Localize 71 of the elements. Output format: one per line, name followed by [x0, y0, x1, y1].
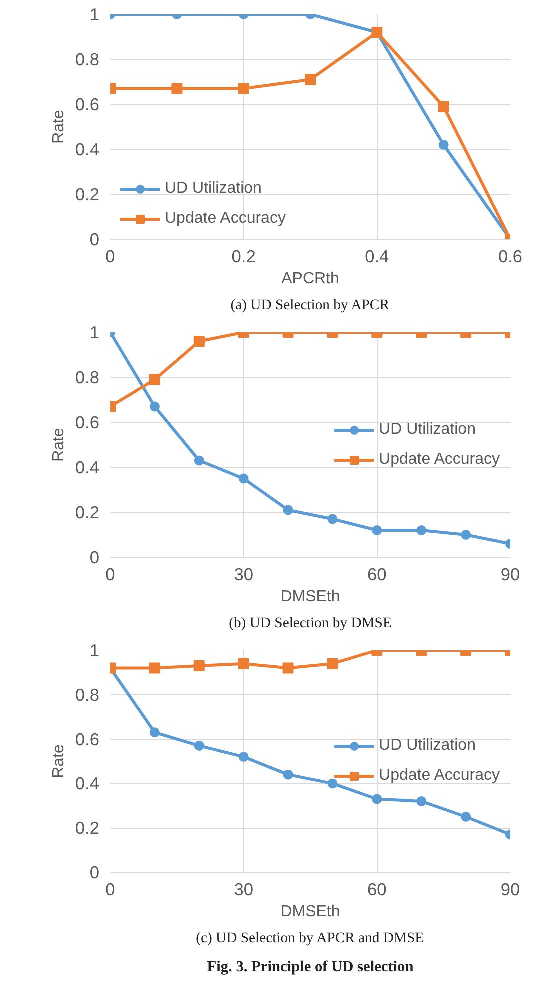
- point: [149, 662, 160, 674]
- point: [328, 778, 338, 789]
- y-tick-label: 0.4: [75, 458, 100, 478]
- x-axis-title: APCRth: [282, 270, 340, 288]
- y-tick-label: 0.2: [75, 818, 100, 838]
- y-tick-label: 1: [90, 4, 100, 24]
- point: [305, 74, 316, 86]
- point: [282, 662, 294, 674]
- y-tick-label: 0: [90, 548, 100, 568]
- point: [372, 526, 382, 536]
- y-tick-label: 0: [90, 230, 100, 250]
- y-tick-label: 0.6: [75, 729, 100, 750]
- point: [194, 660, 205, 672]
- x-tick-label: 60: [368, 880, 387, 900]
- y-tick-label: 0.6: [75, 412, 100, 432]
- point: [238, 83, 250, 94]
- x-tick-label: 0.6: [498, 246, 523, 266]
- point: [238, 658, 250, 670]
- y-tick-label: 0.4: [75, 140, 100, 160]
- x-tick-label: 0: [106, 246, 116, 266]
- y-axis-title: Rate: [50, 744, 68, 778]
- legend-label: Update Accuracy: [379, 767, 500, 785]
- point: [283, 770, 294, 780]
- x-tick-label: 30: [234, 880, 254, 900]
- text: (b) UD Selection by DMSE: [229, 616, 392, 632]
- x-tick-label: 0: [106, 880, 116, 900]
- y-tick-label: 0.2: [75, 184, 100, 204]
- y-tick-label: 0: [90, 862, 100, 882]
- point: [283, 505, 294, 516]
- legend-label: UD Utilization: [379, 420, 476, 438]
- point: [416, 526, 427, 536]
- x-tick-label: 0.2: [232, 246, 256, 266]
- legend-label: UD Utilization: [165, 180, 262, 198]
- y-tick-label: 0.8: [75, 368, 100, 388]
- point: [327, 658, 338, 670]
- x-axis-title: DMSEth: [280, 588, 340, 606]
- point: [372, 794, 382, 804]
- y-axis-title: Rate: [50, 110, 68, 144]
- point: [328, 514, 338, 524]
- x-tick-label: 60: [368, 564, 387, 584]
- y-tick-label: 1: [90, 322, 100, 342]
- point: [194, 456, 204, 466]
- point: [150, 728, 160, 738]
- x-tick-label: 0: [106, 564, 116, 584]
- point: [438, 101, 450, 112]
- x-tick-label: 90: [500, 880, 520, 900]
- point: [238, 752, 249, 762]
- x-axis-title: DMSEth: [280, 904, 340, 920]
- x-tick-label: 90: [500, 564, 520, 584]
- y-tick-label: 0.8: [75, 684, 100, 705]
- x-tick-label: 0.4: [365, 246, 390, 266]
- point: [461, 812, 472, 822]
- y-tick-label: 0.8: [75, 50, 100, 70]
- point: [416, 796, 427, 806]
- y-tick-label: 0.4: [75, 774, 100, 794]
- y-tick-label: 1: [90, 640, 100, 660]
- y-axis-title: Rate: [50, 428, 68, 462]
- text: (c) UD Selection by APCR and DMSE: [196, 930, 424, 946]
- x-tick-label: 30: [234, 564, 254, 584]
- legend-label: UD Utilization: [379, 737, 476, 755]
- point: [172, 83, 183, 94]
- point: [238, 474, 249, 484]
- legend-label: Update Accuracy: [165, 210, 286, 228]
- legend-label: Update Accuracy: [379, 450, 500, 468]
- text: (a) UD Selection by APCR: [230, 298, 390, 314]
- caption: Fig. 3. Principle of UD selection: [207, 958, 414, 976]
- y-tick-label: 0.6: [75, 94, 100, 114]
- point: [438, 140, 449, 150]
- point: [194, 740, 204, 751]
- y-tick-label: 0.2: [75, 502, 100, 522]
- point: [461, 530, 472, 540]
